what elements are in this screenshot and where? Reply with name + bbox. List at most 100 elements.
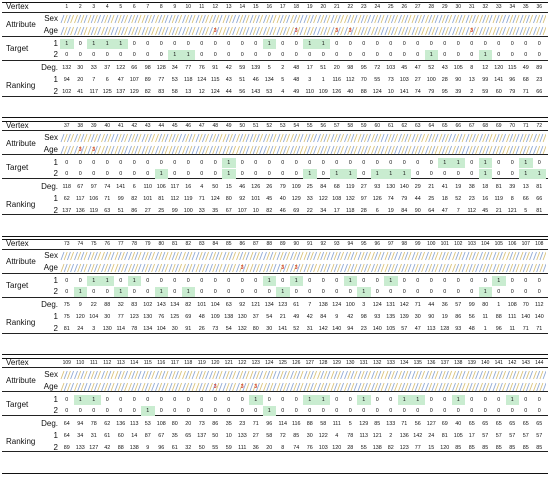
sex-glyph-stroke	[182, 133, 186, 142]
sex-glyph-stroke	[539, 370, 544, 379]
t2-cell: 0	[537, 289, 541, 295]
r2-cell: 119	[89, 207, 99, 214]
age-glyph-stroke	[171, 145, 176, 154]
age-cell	[344, 145, 358, 155]
age-glyph-stroke	[404, 26, 409, 36]
r1-cell: 126	[372, 195, 382, 202]
age-glyph-stroke	[269, 382, 274, 391]
age-glyph-stroke	[279, 382, 284, 391]
r1-cell: 60	[117, 432, 124, 439]
age-glyph-stroke	[191, 145, 196, 154]
age-glyph-stroke	[326, 382, 331, 391]
sex-glyph-stroke	[171, 251, 176, 261]
t2-cell: 0	[497, 170, 501, 177]
age-glyph-stroke	[77, 145, 82, 154]
t1-cell: 0	[294, 396, 298, 403]
age-cell	[263, 145, 277, 155]
sex-glyph-stroke	[506, 133, 510, 142]
r1-cell: 79	[401, 195, 408, 202]
age-glyph-stroke	[101, 382, 105, 391]
sex-glyph-stroke	[461, 370, 466, 379]
r1-cell: 75	[63, 314, 70, 320]
t2-cell: 0	[132, 289, 136, 295]
vertex-number: 6	[132, 4, 136, 10]
age-cell	[276, 145, 290, 155]
age-glyph-stroke	[161, 263, 166, 273]
age-glyph-stroke	[326, 263, 331, 273]
age-glyph-stroke	[371, 26, 375, 36]
deg-cell: 43	[441, 65, 448, 71]
age-cell	[533, 382, 547, 392]
target-label: Target	[6, 399, 29, 409]
age-glyph-stroke	[482, 382, 487, 391]
sex-glyph-stroke	[212, 14, 217, 24]
r2-cell: 77	[414, 444, 421, 451]
r1-cell: 30	[306, 432, 313, 439]
r2-cell: 6	[375, 207, 379, 214]
t2-cell: 0	[375, 52, 379, 58]
sex-glyph-stroke	[174, 14, 179, 24]
deg-cell: 141	[116, 183, 126, 190]
t1-cell: 0	[443, 278, 447, 284]
sex-glyph-stroke	[74, 370, 78, 379]
age-glyph-stroke	[205, 145, 210, 154]
vertex-number: 78	[131, 241, 138, 247]
sex-glyph-stroke	[144, 251, 149, 261]
age-glyph-stroke	[371, 263, 375, 273]
age-cell	[425, 26, 439, 36]
age-glyph-stroke	[141, 263, 146, 273]
age-glyph-stroke	[151, 263, 156, 273]
age-glyph-stroke	[242, 26, 247, 36]
sex-icon-strip-svg	[60, 370, 546, 379]
sex-glyph-stroke	[209, 14, 213, 24]
age-glyph-stroke	[134, 26, 139, 36]
deg-cell: 20	[185, 420, 192, 427]
t2-cell: 0	[537, 52, 541, 58]
sex-glyph-stroke	[60, 370, 65, 379]
sex-glyph-stroke	[519, 14, 524, 24]
age-cell	[344, 263, 358, 273]
t1-cell: 0	[173, 159, 177, 166]
sex-glyph-stroke	[539, 14, 544, 24]
age-cell	[141, 145, 155, 155]
vertex-number: 89	[279, 241, 286, 247]
age-glyph-stroke	[272, 145, 277, 154]
age-icon-strip-svg	[60, 26, 546, 36]
age-glyph-stroke	[104, 263, 109, 273]
t1-cell: 1	[262, 39, 276, 49]
age-glyph-stroke	[83, 145, 88, 154]
age-glyph-stroke	[239, 26, 244, 36]
sex-glyph-stroke	[306, 251, 311, 261]
t1-cell: 0	[470, 396, 474, 403]
age-glyph-stroke	[347, 145, 352, 154]
t2-cell: 0	[240, 289, 244, 295]
t1-cell: 1	[316, 394, 330, 405]
age-glyph-stroke	[114, 263, 119, 273]
deg-cell: 118	[62, 183, 72, 190]
age-glyph-stroke	[492, 382, 497, 391]
age-glyph-stroke	[225, 263, 230, 273]
sex-glyph-stroke	[255, 133, 260, 142]
sex-glyph-stroke	[282, 133, 287, 142]
t1-cell: 1	[249, 394, 263, 405]
age-glyph-stroke	[107, 263, 112, 273]
age-glyph-stroke	[506, 263, 510, 273]
r1-cell: 105	[453, 432, 463, 439]
age-cell	[371, 382, 385, 392]
table-block: Vertex Attribute Target Ranking Sex Age 1 2 Deg.…	[2, 120, 548, 237]
sex-glyph-stroke	[74, 133, 78, 142]
t1-cell: 0	[186, 41, 190, 47]
vertex-number: 31	[468, 4, 475, 10]
t2-cell: 0	[429, 289, 433, 295]
age-cell	[357, 263, 371, 273]
vertex-label: Vertex	[6, 239, 29, 248]
age-glyph-stroke	[377, 145, 382, 154]
sex-glyph-stroke	[242, 251, 247, 261]
r2-row-label: 2	[53, 87, 58, 96]
r2-cell: 100	[183, 207, 193, 214]
age-icon-strip	[60, 263, 546, 273]
age-cell	[465, 382, 479, 392]
t2-cell: 0	[389, 52, 393, 58]
age-row-label: Age	[43, 144, 58, 154]
deg-cell: 79	[279, 183, 286, 190]
